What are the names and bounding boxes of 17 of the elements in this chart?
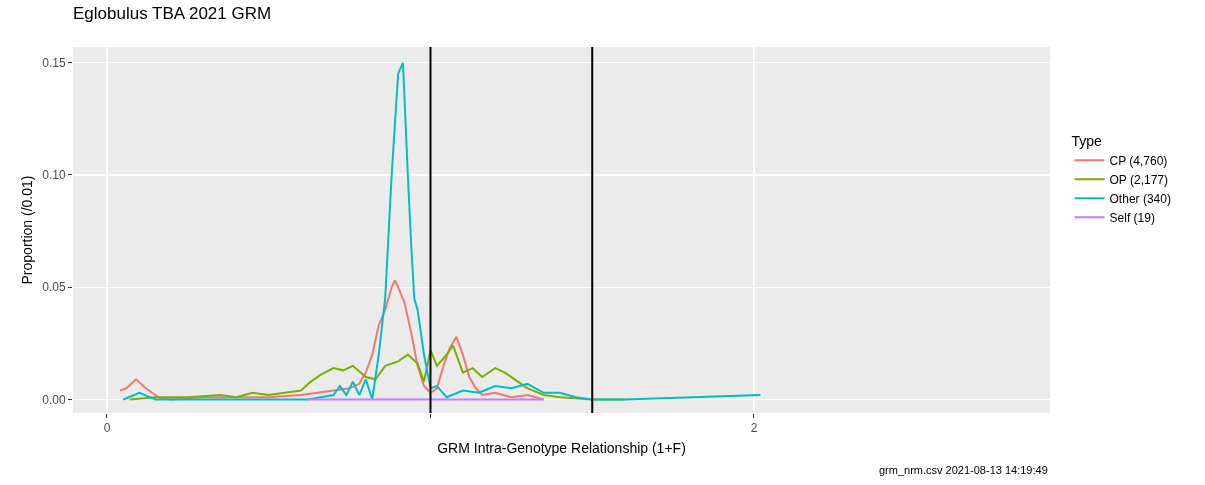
y-axis-title: Proportion (/0.01): [18, 175, 35, 285]
legend-label: CP (4,760): [1109, 153, 1168, 168]
y-tick-label: 0.05: [42, 280, 66, 295]
text: grm_nrm.csv 2021-08-13 14:19:49: [879, 464, 1048, 476]
line-series: [122, 61, 762, 401]
y-tick-label: 0.00: [42, 392, 66, 407]
chart-title: Eglobulus TBA 2021 GRM: [73, 4, 272, 24]
legend-label: OP (2,177): [1109, 172, 1169, 187]
line-series: [118, 279, 545, 401]
y-tick-label: 0.10: [42, 168, 66, 183]
legend-title: Type: [1071, 132, 1103, 149]
x-tick-label: 0: [103, 421, 111, 436]
x-axis-title: GRM Intra-Genotype Relationship (1+F): [437, 439, 686, 456]
legend-label: Other (340): [1109, 191, 1171, 206]
x-tick-label: 2: [750, 421, 758, 436]
legend-label: Self (19): [1109, 210, 1155, 225]
y-tick-label: 0.15: [42, 55, 66, 70]
